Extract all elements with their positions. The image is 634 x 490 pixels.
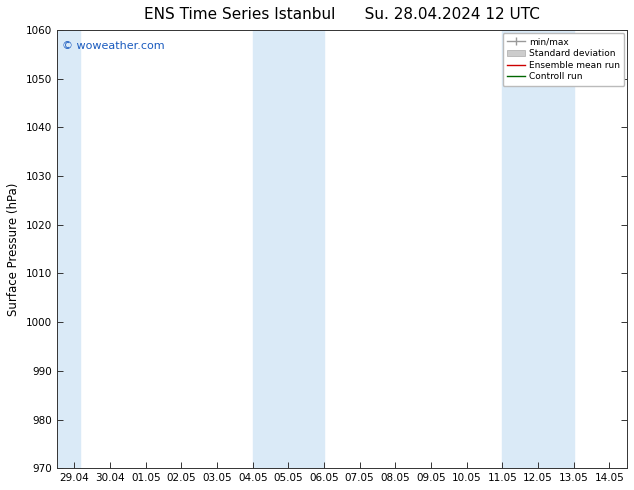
Text: © woweather.com: © woweather.com <box>62 41 165 51</box>
Bar <box>253 30 324 468</box>
Title: ENS Time Series Istanbul      Su. 28.04.2024 12 UTC: ENS Time Series Istanbul Su. 28.04.2024 … <box>144 7 540 22</box>
Bar <box>502 30 574 468</box>
Y-axis label: Surface Pressure (hPa): Surface Pressure (hPa) <box>7 182 20 316</box>
Bar <box>56 30 80 468</box>
Legend: min/max, Standard deviation, Ensemble mean run, Controll run: min/max, Standard deviation, Ensemble me… <box>503 33 624 86</box>
